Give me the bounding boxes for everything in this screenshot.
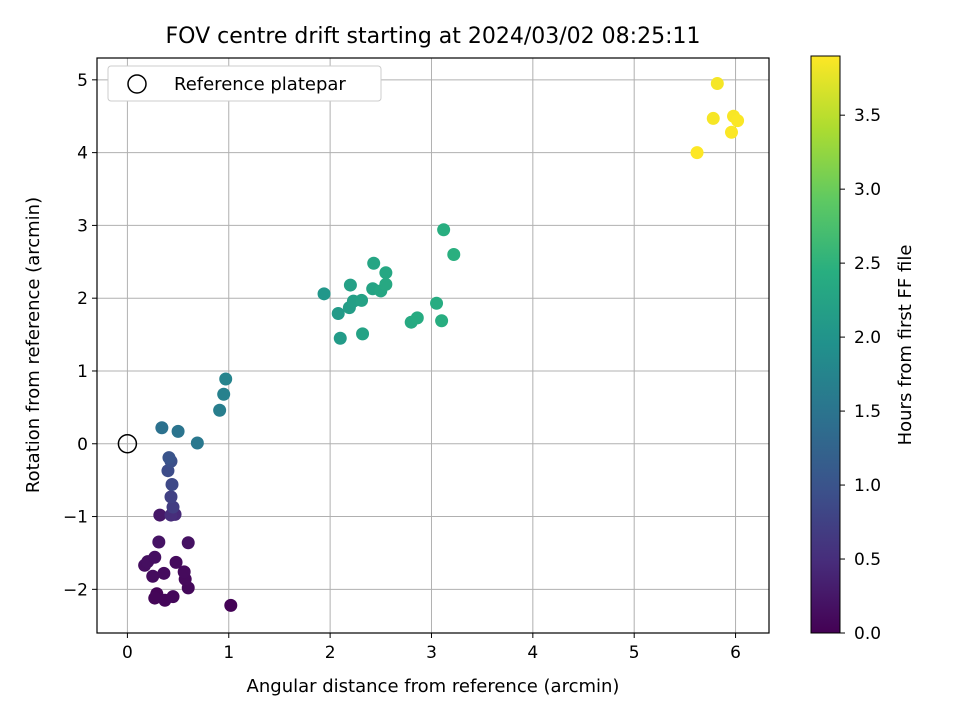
y-tick-label: −2 bbox=[63, 580, 88, 600]
scatter-point bbox=[165, 478, 179, 492]
y-tick-label: 0 bbox=[77, 435, 88, 455]
colorbar-ticks: 0.0 0.5 1.0 1.5 2.0 2.5 3.0 3.5 bbox=[840, 106, 881, 644]
scatter-point bbox=[177, 565, 191, 579]
scatter-point bbox=[152, 535, 166, 549]
chart-title: FOV centre drift starting at 2024/03/02 … bbox=[166, 24, 701, 49]
x-tick-label: 1 bbox=[223, 643, 234, 663]
scatter-point bbox=[333, 331, 347, 345]
plot-area: 0 1 2 3 4 5 6 −2 −1 0 1 2 3 4 5 bbox=[63, 57, 770, 663]
scatter-point bbox=[710, 76, 724, 90]
x-tick-label: 5 bbox=[629, 643, 640, 663]
scatter-point bbox=[379, 277, 393, 291]
scatter-point bbox=[181, 536, 195, 550]
scatter-point bbox=[155, 421, 169, 435]
y-axis-label: Rotation from reference (arcmin) bbox=[23, 197, 44, 493]
scatter-point bbox=[331, 306, 345, 320]
colorbar-gradient bbox=[810, 55, 841, 634]
y-tick-label: 1 bbox=[77, 362, 88, 382]
y-axis-ticks: −2 −1 0 1 2 3 4 5 bbox=[63, 71, 97, 600]
colorbar-tick-label: 3.0 bbox=[854, 180, 881, 200]
colorbar-label: Hours from first FF file bbox=[895, 245, 916, 446]
scatter-point bbox=[356, 327, 370, 341]
x-tick-label: 2 bbox=[325, 643, 336, 663]
scatter-point bbox=[731, 114, 745, 128]
x-tick-label: 4 bbox=[527, 643, 538, 663]
scatter-point bbox=[379, 266, 393, 280]
scatter-point bbox=[153, 508, 167, 522]
scatter-point bbox=[148, 591, 162, 605]
legend: Reference platepar bbox=[107, 65, 382, 102]
colorbar-tick-label: 1.0 bbox=[854, 476, 881, 496]
colorbar-tick-label: 1.5 bbox=[854, 402, 881, 422]
y-tick-label: −1 bbox=[63, 508, 88, 528]
colorbar: 0.0 0.5 1.0 1.5 2.0 2.5 3.0 3.5 Hours from firs… bbox=[810, 55, 916, 644]
x-tick-label: 3 bbox=[426, 643, 437, 663]
scatter-point bbox=[162, 451, 176, 465]
scatter-point bbox=[164, 490, 178, 504]
scatter-point bbox=[447, 248, 461, 262]
scatter-point bbox=[690, 146, 704, 160]
scatter-point bbox=[706, 111, 720, 125]
x-tick-label: 6 bbox=[730, 643, 741, 663]
scatter-point bbox=[724, 125, 738, 139]
scatter-point bbox=[148, 550, 162, 564]
scatter-point bbox=[169, 555, 183, 569]
colorbar-tick-label: 2.5 bbox=[854, 254, 881, 274]
y-tick-label: 4 bbox=[77, 144, 88, 164]
scatter-point bbox=[166, 590, 180, 604]
plot-background bbox=[97, 58, 769, 633]
scatter-point bbox=[217, 387, 231, 401]
colorbar-tick-label: 0.0 bbox=[854, 624, 881, 644]
x-axis-ticks: 0 1 2 3 4 5 6 bbox=[122, 633, 741, 663]
scatter-point bbox=[343, 278, 357, 292]
scatter-point bbox=[190, 436, 204, 450]
scatter-point bbox=[430, 296, 444, 310]
scatter-point bbox=[437, 223, 451, 237]
scatter-point bbox=[146, 569, 160, 583]
colorbar-tick-label: 3.5 bbox=[854, 106, 881, 126]
scatter-point bbox=[355, 293, 369, 307]
grid bbox=[97, 58, 769, 633]
y-tick-label: 5 bbox=[77, 71, 88, 91]
legend-marker-open-circle bbox=[127, 74, 147, 94]
legend-box bbox=[107, 65, 382, 102]
x-tick-label: 0 bbox=[122, 643, 133, 663]
scatter-point bbox=[219, 372, 233, 386]
data-points bbox=[138, 76, 745, 612]
scatter-point bbox=[317, 287, 331, 301]
scatter-point bbox=[166, 500, 180, 514]
plot-frame bbox=[96, 57, 770, 634]
scatter-point bbox=[435, 314, 449, 328]
colorbar-tick-label: 0.5 bbox=[854, 550, 881, 570]
colorbar-tick-label: 2.0 bbox=[854, 328, 881, 348]
scatter-point bbox=[367, 256, 381, 270]
scatter-point bbox=[410, 311, 424, 325]
scatter-point bbox=[157, 566, 171, 580]
reference-platepar-marker bbox=[117, 434, 138, 454]
scatter-point bbox=[213, 403, 227, 417]
x-axis-label: Angular distance from reference (arcmin) bbox=[247, 676, 620, 697]
y-tick-label: 2 bbox=[77, 289, 88, 309]
scatter-point bbox=[224, 598, 238, 612]
legend-label: Reference platepar bbox=[174, 74, 346, 95]
y-tick-label: 3 bbox=[77, 216, 88, 236]
scatter-point bbox=[171, 424, 185, 438]
